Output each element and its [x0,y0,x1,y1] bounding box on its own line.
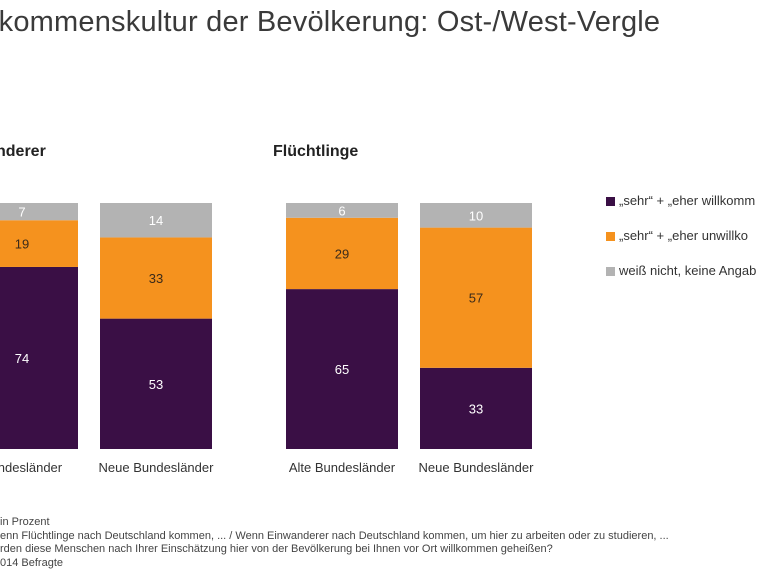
bar-segment-weiss-nicht [420,203,532,228]
group-label-einwanderer: nderer [0,143,46,160]
footnotes: in Prozent enn Flüchtlinge nach Deutschl… [0,516,669,570]
bar-segment-willkommen [286,289,398,449]
footnote-unit: in Prozent [0,516,50,528]
footnote-sample: 014 Befragte [0,556,63,569]
data-label-weiss-nicht: 14 [149,213,163,228]
footnote-question-1: enn Flüchtlinge nach Deutschland kommen,… [0,529,669,542]
chart-title: lkommenskultur der Bevölkerung: Ost-/Wes… [0,6,661,38]
bar-segment-unwillkommen [420,227,532,368]
legend-label-unwillkommen: „sehr“ + „eher unwillko [619,228,748,243]
data-label-weiss-nicht: 10 [469,208,483,223]
data-label-willkommen: 53 [149,377,163,392]
bar-segment-unwillkommen [100,237,212,319]
bar-segment-willkommen [0,266,78,449]
data-label-weiss-nicht: 7 [18,205,25,220]
data-label-weiss-nicht: 6 [338,203,345,218]
footnote-question-2: rden diese Menschen nach Ihrer Einschätz… [0,543,553,555]
bar-segment-unwillkommen [0,220,78,267]
category-label: Bundesländer [0,460,63,475]
bar-segment-weiss-nicht [0,203,78,221]
bar-segment-weiss-nicht [100,203,212,238]
legend-label-weiss-nicht: weiß nicht, keine Angab [619,263,757,278]
data-label-unwillkommen: 19 [15,237,29,252]
category-label: Alte Bundesländer [289,460,396,475]
category-label: Neue Bundesländer [99,460,215,475]
bar-segment-willkommen [100,318,212,449]
group-label-fluechtlinge: Flüchtlinge [273,143,359,160]
data-label-unwillkommen: 33 [149,271,163,286]
bar-segment-weiss-nicht [286,203,398,218]
data-label-unwillkommen: 29 [335,246,349,261]
legend-swatch-unwillkommen [606,232,615,241]
legend-swatch-willkommen [606,197,615,206]
category-label: Neue Bundesländer [419,460,535,475]
data-label-willkommen: 33 [469,401,483,416]
legend-label-willkommen: „sehr“ + „eher willkomm [619,193,756,208]
data-label-willkommen: 65 [335,362,349,377]
bar-segment-willkommen [420,367,532,449]
data-label-willkommen: 74 [15,351,29,366]
bar-segment-unwillkommen [286,217,398,290]
legend-swatch-weiss-nicht [606,267,615,276]
data-label-unwillkommen: 57 [469,291,483,306]
